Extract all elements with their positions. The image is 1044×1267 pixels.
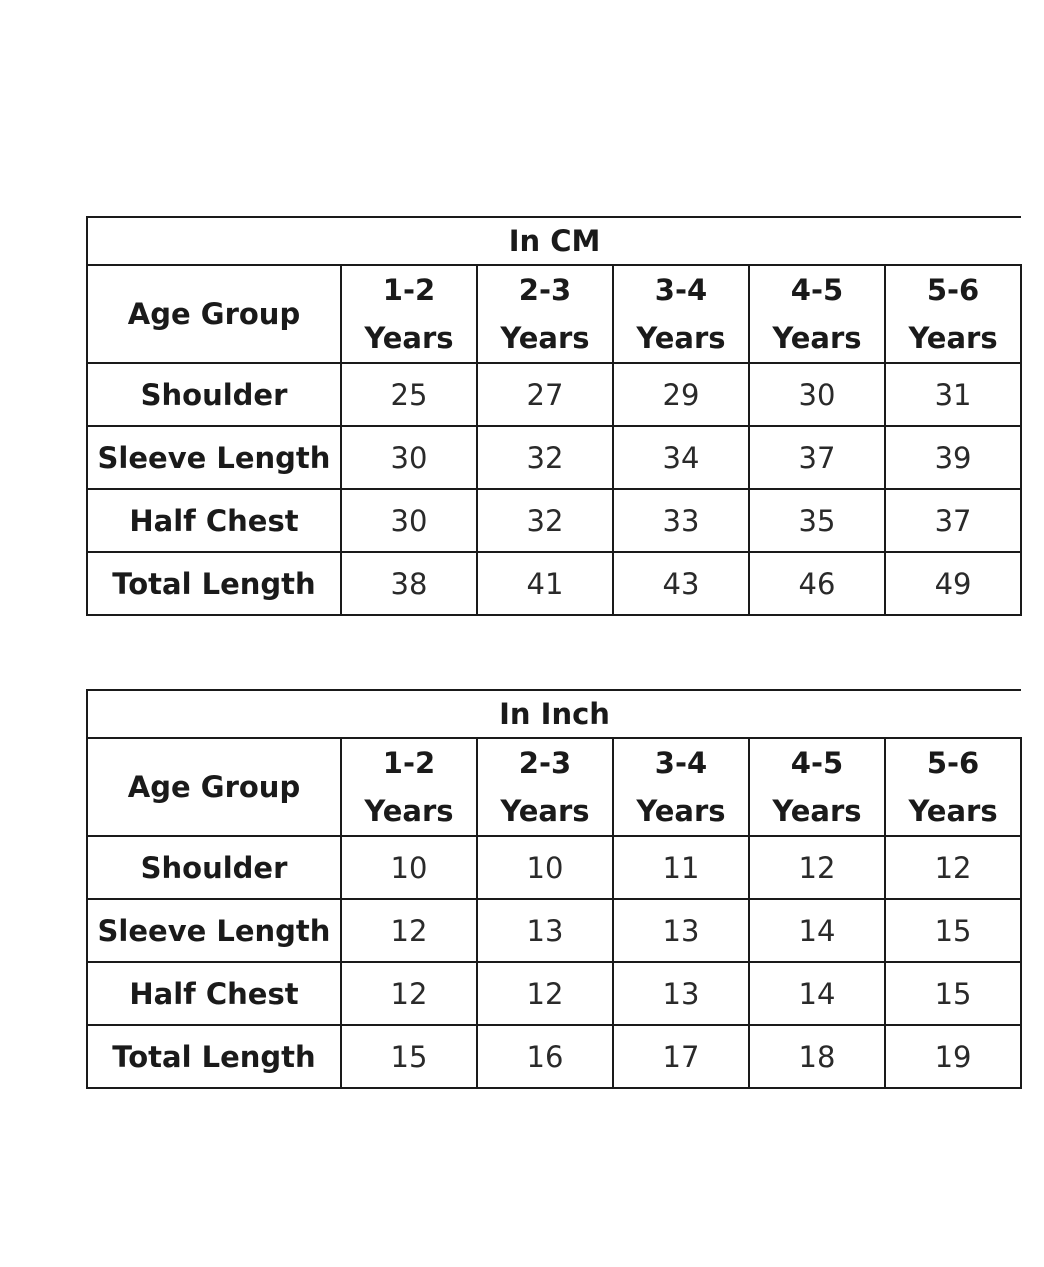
table-cell: 13	[612, 898, 750, 963]
age-range: 4-5	[790, 273, 844, 307]
table-cell: 10	[340, 835, 478, 900]
age-unit: Years	[636, 794, 726, 828]
table-cell: 15	[883, 961, 1023, 1026]
column-header: 5-6 Years	[883, 264, 1023, 364]
table-cell: 33	[612, 488, 750, 553]
age-unit: Years	[908, 321, 998, 355]
table-cell: 30	[748, 362, 886, 427]
column-header: 2-3 Years	[476, 737, 614, 837]
table-cell: 30	[340, 425, 478, 490]
column-header: 3-4 Years	[612, 264, 750, 364]
age-unit: Years	[636, 321, 726, 355]
age-unit: Years	[772, 794, 862, 828]
table-title: In CM	[85, 216, 1022, 266]
table-cell: 13	[612, 961, 750, 1026]
table-cell: 32	[476, 425, 614, 490]
table-cell: 32	[476, 488, 614, 553]
table-cell: 37	[748, 425, 886, 490]
row-label: Sleeve Length	[86, 898, 342, 963]
age-range: 5-6	[926, 273, 980, 307]
table-cell: 18	[748, 1024, 886, 1089]
row-label: Total Length	[86, 1024, 342, 1089]
column-header: 5-6 Years	[883, 737, 1023, 837]
row-label: Half Chest	[86, 488, 342, 553]
table-cell: 41	[476, 551, 614, 616]
table-cell: 43	[612, 551, 750, 616]
table-cell: 12	[340, 961, 478, 1026]
age-range: 1-2	[382, 746, 436, 780]
table-cell: 15	[883, 898, 1023, 963]
table-cell: 31	[883, 362, 1023, 427]
table-title-row: In CM	[85, 216, 1022, 266]
table-cell: 19	[883, 1024, 1023, 1089]
age-range: 3-4	[654, 746, 708, 780]
age-unit: Years	[364, 321, 454, 355]
table-cell: 12	[748, 835, 886, 900]
age-range: 3-4	[654, 273, 708, 307]
table-cell: 16	[476, 1024, 614, 1089]
table-cell: 29	[612, 362, 750, 427]
table-row: Half Chest 30 32 33 35 37	[86, 488, 1023, 553]
column-header: 4-5 Years	[748, 737, 886, 837]
table-cell: 35	[748, 488, 886, 553]
column-header: 2-3 Years	[476, 264, 614, 364]
column-header: 4-5 Years	[748, 264, 886, 364]
age-unit: Years	[908, 794, 998, 828]
table-cell: 13	[476, 898, 614, 963]
row-label: Sleeve Length	[86, 425, 342, 490]
age-range: 2-3	[518, 273, 572, 307]
age-range: 1-2	[382, 273, 436, 307]
table-title: In Inch	[85, 689, 1022, 739]
header-row: Age Group 1-2 Years 2-3 Years 3-4 Years 4-5…	[86, 737, 1023, 837]
table-row: Shoulder 10 10 11 12 12	[86, 835, 1023, 900]
table-cell: 46	[748, 551, 886, 616]
table-cell: 49	[883, 551, 1023, 616]
table-row: Total Length 15 16 17 18 19	[86, 1024, 1023, 1089]
age-range: 5-6	[926, 746, 980, 780]
table-title-row: In Inch	[85, 689, 1022, 739]
size-chart-inch-table: In Inch Age Group 1-2 Years 2-3 Years 3-4 Y…	[85, 689, 1023, 1089]
table-cell: 27	[476, 362, 614, 427]
table-cell: 12	[340, 898, 478, 963]
table-row: Half Chest 12 12 13 14 15	[86, 961, 1023, 1026]
table-row: Shoulder 25 27 29 30 31	[86, 362, 1023, 427]
table-cell: 14	[748, 961, 886, 1026]
table-cell: 12	[883, 835, 1023, 900]
table-cell: 14	[748, 898, 886, 963]
table-cell: 39	[883, 425, 1023, 490]
table-cell: 11	[612, 835, 750, 900]
column-header: 1-2 Years	[340, 737, 478, 837]
age-group-header: Age Group	[86, 737, 342, 837]
table-cell: 15	[340, 1024, 478, 1089]
row-label: Half Chest	[86, 961, 342, 1026]
table-cell: 30	[340, 488, 478, 553]
age-group-header: Age Group	[86, 264, 342, 364]
table-row: Sleeve Length 30 32 34 37 39	[86, 425, 1023, 490]
table-cell: 17	[612, 1024, 750, 1089]
age-unit: Years	[364, 794, 454, 828]
age-unit: Years	[500, 321, 590, 355]
table-row: Total Length 38 41 43 46 49	[86, 551, 1023, 616]
row-label: Shoulder	[86, 835, 342, 900]
table-cell: 38	[340, 551, 478, 616]
age-unit: Years	[500, 794, 590, 828]
header-row: Age Group 1-2 Years 2-3 Years 3-4 Years 4-5…	[86, 264, 1023, 364]
size-chart-cm-table: In CM Age Group 1-2 Years 2-3 Years 3-4 Yea…	[85, 216, 1023, 616]
table-row: Sleeve Length 12 13 13 14 15	[86, 898, 1023, 963]
age-range: 2-3	[518, 746, 572, 780]
row-label: Total Length	[86, 551, 342, 616]
table-cell: 25	[340, 362, 478, 427]
table-cell: 10	[476, 835, 614, 900]
age-range: 4-5	[790, 746, 844, 780]
column-header: 3-4 Years	[612, 737, 750, 837]
column-header: 1-2 Years	[340, 264, 478, 364]
age-unit: Years	[772, 321, 862, 355]
table-cell: 12	[476, 961, 614, 1026]
row-label: Shoulder	[86, 362, 342, 427]
table-cell: 34	[612, 425, 750, 490]
table-cell: 37	[883, 488, 1023, 553]
